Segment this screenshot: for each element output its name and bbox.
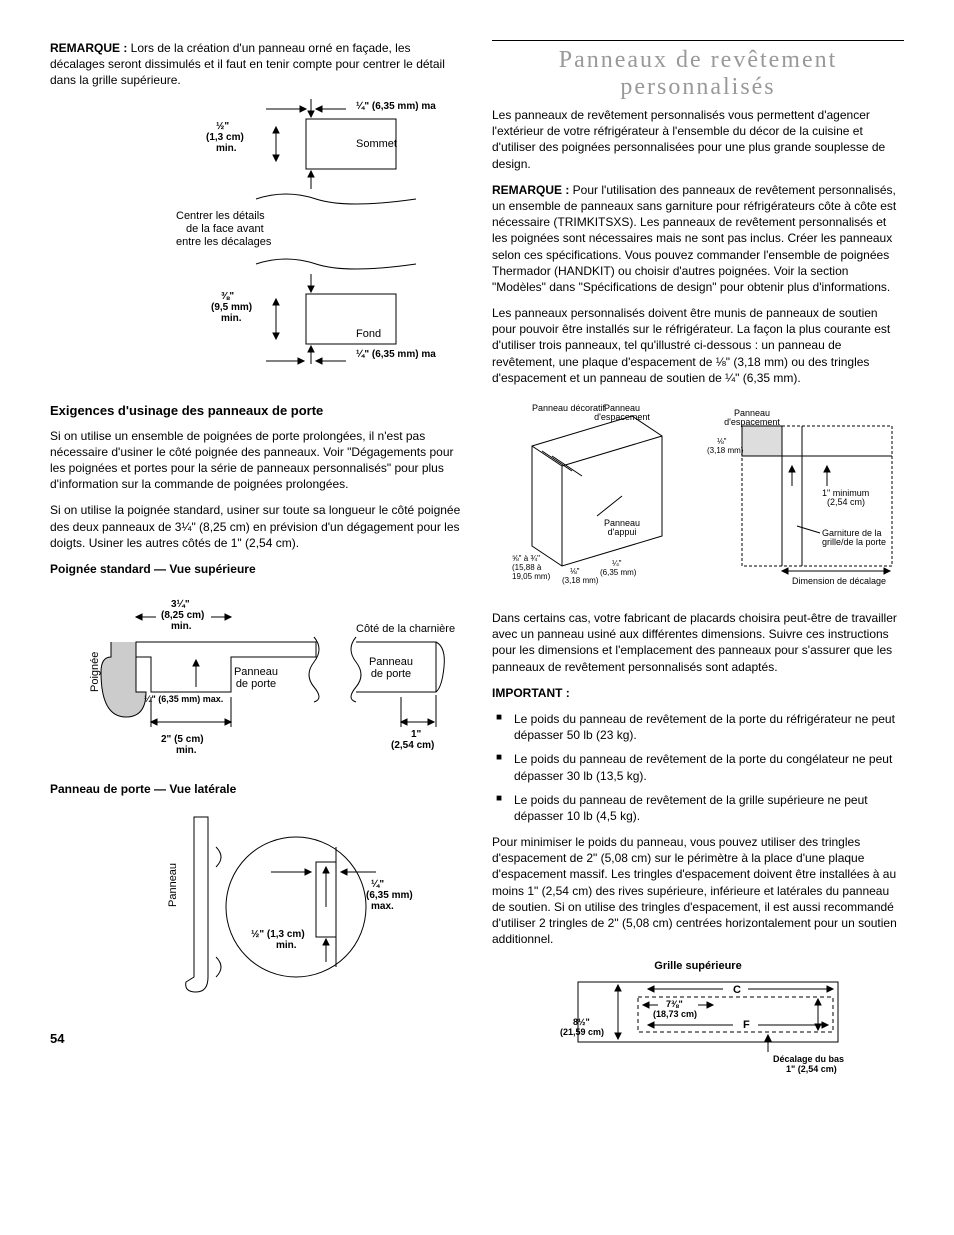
svg-text:(1,3 cm): (1,3 cm) [206,132,244,143]
svg-text:1": 1" [411,729,422,740]
svg-text:7⅜": 7⅜" [666,999,683,1009]
figure-panel-stack: Panneau décoratif Panneaud'espacement Pa… [492,396,904,596]
list-item: Le poids du panneau de revêtement de la … [492,751,904,783]
remarque-text-r: Pour l'utilisation des panneaux de revêt… [492,183,896,294]
svg-text:1" (2,54 cm): 1" (2,54 cm) [786,1064,837,1074]
remarque-paragraph: REMARQUE : Lors de la création d'un pann… [50,40,462,89]
page-number: 54 [50,1031,462,1046]
svg-text:½" (1,3 cm): ½" (1,3 cm) [251,929,305,940]
remarque-label-r: REMARQUE : [492,183,569,197]
svg-text:(21,59 cm): (21,59 cm) [560,1027,604,1037]
para-fabricant: Dans certains cas, votre fabricant de pl… [492,610,904,675]
svg-text:Panneaud'appui: Panneaud'appui [604,518,640,537]
figure-facade-offsets: ¼" (6,35 mm) max. Sommet ½" (1,3 cm) min… [50,99,462,389]
svg-text:Dimension de décalage: Dimension de décalage [792,576,886,586]
svg-text:Décalage du bas: Décalage du bas [773,1054,844,1064]
right-column: Panneaux de revêtement personnalisés Les… [492,40,904,1101]
figure-vue-superieure: 3¼" (8,25 cm) min. Poignée [50,587,462,767]
svg-text:¼" (6,35 mm) max.: ¼" (6,35 mm) max. [356,101,436,112]
svg-text:C: C [733,984,741,996]
para-support-panels: Les panneaux personnalisés doivent être … [492,305,904,386]
svg-text:⅜": ⅜" [221,291,234,302]
list-item: Le poids du panneau de revêtement de la … [492,711,904,743]
svg-text:Grille supérieure: Grille supérieure [654,960,741,972]
svg-text:F: F [743,1019,750,1031]
svg-text:entre les décalages: entre les décalages [176,236,272,248]
svg-text:max.: max. [371,901,394,912]
svg-text:8½": 8½" [573,1017,590,1027]
subhead-vue-superieure: Poignée standard — Vue supérieure [50,561,462,577]
important-label: IMPORTANT : [492,685,904,701]
svg-text:3¼": 3¼" [171,599,190,610]
svg-text:de la face avant: de la face avant [186,223,264,235]
svg-text:Centrer les détails: Centrer les détails [176,210,265,222]
para-standard: Si on utilise la poignée standard, usine… [50,502,462,551]
svg-text:min.: min. [171,621,192,632]
svg-text:⅛"(3,18 mm): ⅛"(3,18 mm) [562,567,599,585]
weight-limits-list: Le poids du panneau de revêtement de la … [492,711,904,824]
svg-text:min.: min. [221,313,242,324]
figure-grille-superieure: Grille supérieure C [492,957,904,1087]
svg-text:Panneaude porte: Panneaude porte [234,666,278,690]
svg-text:(2,54 cm): (2,54 cm) [827,497,865,507]
svg-text:Panneaud'espacement: Panneaud'espacement [724,408,780,427]
svg-text:Panneaude porte: Panneaude porte [369,656,413,680]
svg-text:(18,73 cm): (18,73 cm) [653,1009,697,1019]
intro-text: Les panneaux de revêtement personnalisés… [492,107,904,172]
svg-text:(8,25 cm): (8,25 cm) [161,610,204,621]
svg-text:grille/de la porte: grille/de la porte [822,537,886,547]
svg-text:¼" (6,35 mm) max.: ¼" (6,35 mm) max. [356,349,436,360]
section-title: Panneaux de revêtement personnalisés [492,40,904,101]
svg-text:⅝" à ¾": ⅝" à ¾" [512,554,540,563]
para-tringles: Pour minimiser le poids du panneau, vous… [492,834,904,947]
svg-text:Panneau: Panneau [167,863,179,907]
list-item: Le poids du panneau de revêtement de la … [492,792,904,824]
svg-text:2" (5 cm)min.: 2" (5 cm)min. [161,734,204,756]
svg-text:Sommet: Sommet [356,138,397,150]
svg-text:(6,35 mm): (6,35 mm) [366,890,413,901]
left-column: REMARQUE : Lors de la création d'un pann… [50,40,462,1101]
svg-text:(2,54 cm): (2,54 cm) [391,740,434,751]
svg-text:Fond: Fond [356,328,381,340]
svg-text:Poignée: Poignée [89,652,101,692]
svg-text:¼"(6,35 mm): ¼"(6,35 mm) [600,559,637,577]
subhead-exigences: Exigences d'usinage des panneaux de port… [50,403,462,418]
svg-text:½": ½" [216,121,229,132]
figure-vue-laterale: Panneau ¼" (6,35 mm) max. [50,807,462,1007]
remarque-right: REMARQUE : Pour l'utilisation des pannea… [492,182,904,295]
subhead-vue-laterale: Panneau de porte — Vue latérale [50,781,462,797]
svg-text:min.: min. [276,940,297,951]
svg-text:¼" (6,35 mm) max.: ¼" (6,35 mm) max. [144,694,223,704]
svg-text:min.: min. [216,143,237,154]
svg-text:19,05 mm): 19,05 mm) [512,572,551,581]
svg-text:(9,5 mm): (9,5 mm) [211,302,252,313]
para-prolongees: Si on utilise un ensemble de poignées de… [50,428,462,493]
svg-text:(15,88 à: (15,88 à [512,563,542,572]
remarque-label: REMARQUE : [50,41,127,55]
svg-text:¼": ¼" [371,879,384,890]
svg-text:Côté de la charnière: Côté de la charnière [356,623,455,635]
svg-text:⅛"(3,18 mm): ⅛"(3,18 mm) [707,437,744,455]
